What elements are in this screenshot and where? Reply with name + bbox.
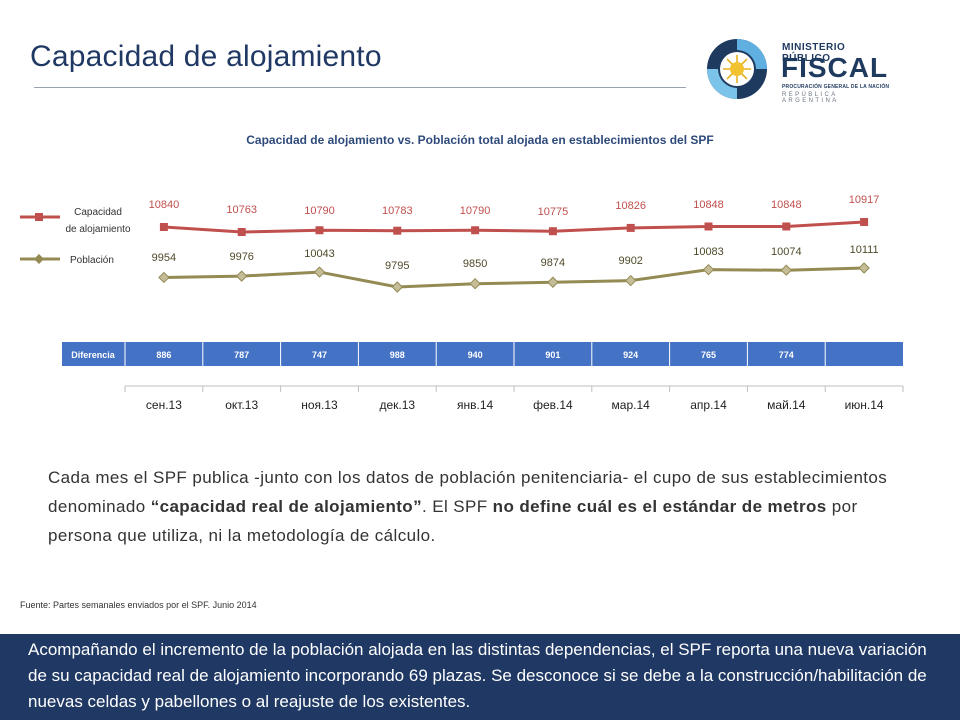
diferencia-cell: 774	[779, 350, 794, 360]
paragraph-text-2: . El SPF	[421, 497, 493, 516]
capacidad-point	[393, 226, 402, 235]
capacidad-point	[704, 222, 713, 231]
diferencia-row-label: Diferencia	[71, 350, 116, 360]
capacidad-point	[782, 222, 791, 231]
description-paragraph: Cada mes el SPF publica -junto con los d…	[48, 463, 908, 550]
poblacion-data-label: 9976	[229, 251, 253, 263]
capacidad-data-label: 10840	[149, 199, 180, 211]
diferencia-cell: 924	[623, 350, 638, 360]
paragraph-text-3: por persona que utiliza, ni la metodolog…	[48, 497, 858, 545]
capacidad-series-line	[163, 220, 865, 234]
capacidad-point	[548, 227, 557, 236]
logo-line-procuracion: PROCURACIÓN GENERAL DE LA NACIÓN	[782, 84, 890, 90]
diferencia-cell: 886	[156, 350, 171, 360]
paragraph-bold-1: “capacidad real de alojamiento”	[150, 497, 422, 516]
diferencia-cell: 787	[234, 350, 249, 360]
poblacion-point	[858, 262, 870, 274]
x-tick-label: май.14	[767, 398, 806, 412]
capacidad-point	[237, 228, 246, 236]
line-chart: Capacidad de alojamiento Población 10840 107…	[20, 194, 904, 412]
x-tick-label: дек.13	[379, 398, 415, 412]
footer-banner: Acompañando el incremento de la població…	[0, 634, 960, 720]
poblacion-point	[547, 276, 559, 288]
footer-text: Acompañando el incremento de la població…	[28, 640, 927, 711]
diferencia-row-bg	[62, 342, 903, 366]
x-tick-label: апр.14	[690, 398, 727, 412]
page-title: Capacidad de alojamiento	[30, 40, 382, 73]
x-tick-label: сен.13	[146, 398, 182, 412]
capacidad-data-label: 10763	[226, 204, 257, 216]
diferencia-cell: 747	[312, 350, 327, 360]
capacidad-point	[626, 223, 635, 232]
logo-line-fiscal: FISCAL	[781, 52, 889, 83]
capacidad-point	[159, 223, 168, 231]
poblacion-data-label: 10111	[850, 244, 879, 256]
capacidad-point	[860, 218, 869, 226]
capacidad-data-label: 10775	[538, 206, 569, 218]
ministerio-publico-fiscal-logo: MINISTERIO PÚBLICO FISCAL PROCURACIÓN GE…	[706, 38, 896, 104]
x-tick-label: мар.14	[612, 398, 651, 412]
capacidad-data-label: 10917	[849, 194, 880, 206]
legend-label-poblacion: Población	[70, 255, 114, 266]
capacidad-data-label: 10790	[304, 205, 335, 217]
sun-emblem-icon	[707, 39, 767, 99]
paragraph-bold-2: no define cuál es el estándar de metros	[492, 497, 827, 516]
poblacion-data-label: 9902	[618, 255, 642, 267]
x-tick-label: фев.14	[533, 398, 573, 412]
logo-line-ministerio: MINISTERIO PÚBLICO	[782, 42, 846, 64]
poblacion-series-line	[163, 266, 865, 289]
capacidad-data-label: 10848	[693, 199, 724, 211]
x-tick-label: ноя.13	[301, 398, 338, 412]
legend-label-capacidad: Capacidad	[74, 207, 122, 218]
source-note: Fuente: Partes semanales enviados por el…	[20, 600, 257, 610]
poblacion-data-label: 9954	[152, 252, 176, 264]
poblacion-point	[313, 266, 326, 278]
diferencia-cell: 901	[545, 350, 560, 360]
poblacion-point	[391, 281, 404, 293]
capacidad-point	[315, 226, 324, 235]
poblacion-point	[780, 264, 793, 276]
capacidad-data-label: 10848	[771, 199, 802, 211]
diferencia-cell: 988	[390, 350, 405, 360]
legend-label-capacidad: de alojamiento	[65, 224, 130, 235]
capacidad-data-label: 10826	[615, 200, 646, 212]
poblacion-data-label: 9874	[541, 257, 565, 269]
poblacion-point	[235, 270, 248, 282]
capacidad-data-label: 10790	[460, 205, 491, 217]
poblacion-data-label: 10074	[771, 246, 802, 258]
poblacion-point	[469, 277, 481, 290]
title-divider	[34, 87, 686, 88]
paragraph-text-1: Cada mes el SPF publica -junto con los d…	[48, 468, 888, 516]
chart-title: Capacidad de alojamiento vs. Población t…	[246, 133, 714, 147]
poblacion-point	[624, 274, 637, 287]
poblacion-data-label: 9850	[463, 258, 487, 270]
poblacion-data-label: 10043	[304, 248, 335, 260]
x-tick-label: янв.14	[457, 398, 494, 412]
poblacion-point	[158, 271, 170, 284]
capacidad-data-label: 10783	[382, 205, 413, 217]
x-tick-label: июн.14	[845, 398, 884, 412]
diferencia-cell: 940	[468, 350, 483, 360]
x-tick-label: окт.13	[225, 398, 258, 412]
poblacion-data-label: 10083	[693, 246, 724, 258]
poblacion-data-label: 9795	[385, 260, 409, 272]
legend-marker-capacidad	[35, 213, 43, 221]
diferencia-cell: 765	[701, 350, 716, 360]
poblacion-point	[702, 263, 715, 276]
logo-line-republica: REPÚBLICA ARGENTINA	[782, 92, 839, 104]
capacidad-point	[471, 226, 480, 235]
legend-marker-poblacion	[34, 254, 44, 264]
